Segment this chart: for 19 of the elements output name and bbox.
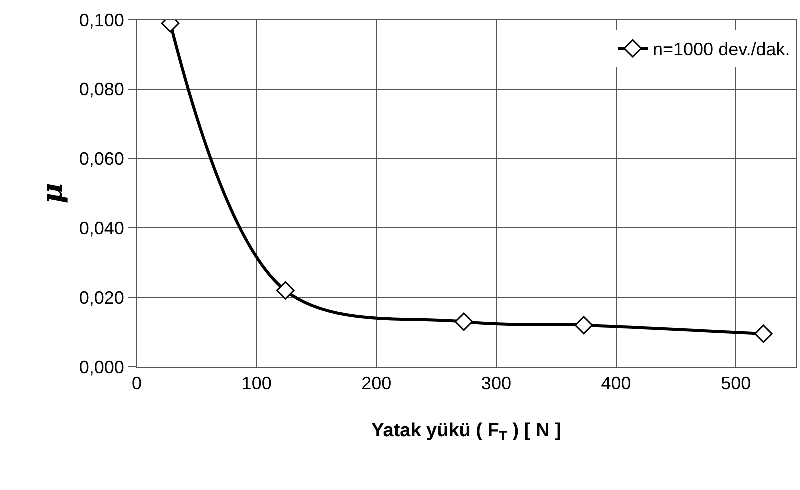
point [754,324,773,344]
x-tick-label: 500 [721,374,752,394]
y-tick-label: 0,080 [79,80,124,100]
x-tick-label: 100 [242,374,272,394]
x-tick-label: 0 [132,374,142,394]
point [574,316,594,335]
y-tick-label: 0,040 [79,218,124,238]
x-tick-label: 300 [481,374,512,394]
point [454,312,474,332]
y-tick-label: 0,000 [79,357,124,378]
y-tick-label: 0,020 [79,288,124,308]
y-axis-title: μ [36,183,70,204]
point [276,281,295,300]
legend-label: n=1000 dev./dak. [653,40,790,60]
x-tick-label: 400 [601,374,632,394]
x-axis-title: Yatak yükü ( F$_{T}$ ) [ N ] [372,420,562,444]
y-tick-label: 0,100 [79,10,124,30]
y-tick-label: 0,060 [79,149,124,170]
x-tick-label: 200 [362,374,392,394]
